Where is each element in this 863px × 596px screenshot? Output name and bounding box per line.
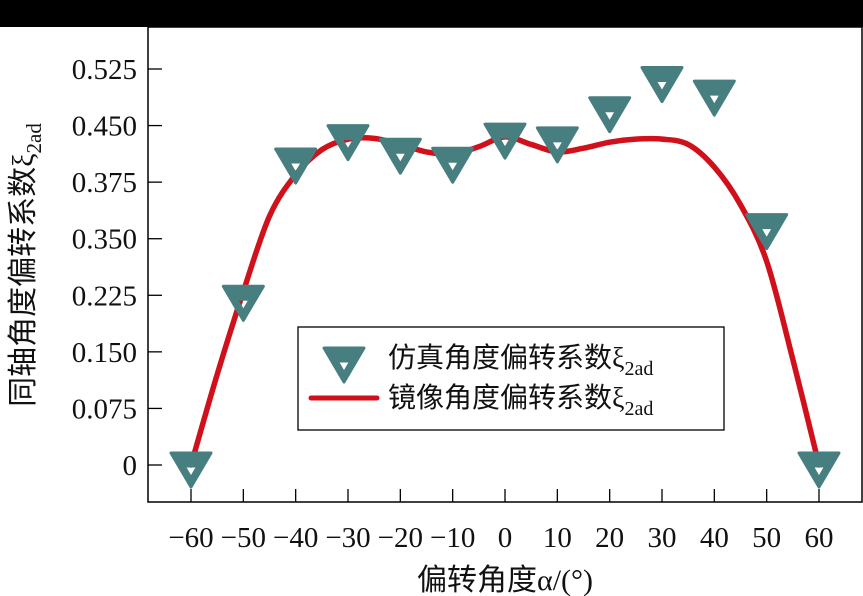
x-tick-label: −40 bbox=[273, 522, 318, 554]
legend-label-mirror: 镜像角度偏转系数ξ2ad bbox=[388, 382, 653, 420]
simulation-point-triangle-marker bbox=[326, 124, 370, 162]
y-axis-ticks: 0 0.075 0.150 0.225 0.350 0.375 0.450 0.525 bbox=[72, 54, 162, 482]
legend-label-simulation: 仿真角度偏转系数ξ2ad bbox=[388, 342, 653, 380]
simulation-point-triangle-marker bbox=[535, 126, 579, 164]
legend: 仿真角度偏转系数ξ2ad 镜像角度偏转系数ξ2ad bbox=[297, 326, 725, 431]
x-tick-label: 20 bbox=[595, 522, 624, 554]
y-tick-label: 0.525 bbox=[72, 54, 137, 86]
simulation-point-triangle-marker bbox=[640, 66, 684, 104]
x-tick-label: −20 bbox=[378, 522, 423, 554]
simulation-point-triangle-marker bbox=[483, 122, 527, 160]
plot-frame bbox=[147, 26, 863, 503]
x-tick-label: 10 bbox=[543, 522, 572, 554]
x-tick-label: −10 bbox=[430, 522, 475, 554]
simulation-point-triangle-marker bbox=[274, 147, 318, 185]
x-tick-label: 50 bbox=[752, 522, 781, 554]
simulation-point-triangle-marker bbox=[797, 451, 841, 489]
simulation-point-triangle-marker bbox=[745, 213, 789, 251]
y-tick-label: 0.150 bbox=[72, 337, 137, 369]
x-tick-label: 40 bbox=[700, 522, 729, 554]
x-axis-label: 偏转角度α/(°) bbox=[417, 564, 593, 596]
y-tick-label: 0.450 bbox=[72, 111, 137, 143]
simulation-point-triangle-marker bbox=[221, 284, 265, 322]
simulation-point-triangle-marker bbox=[378, 137, 422, 175]
y-tick-label: 0.350 bbox=[72, 224, 137, 256]
x-tick-label: −50 bbox=[221, 522, 266, 554]
simulation-point-triangle-marker bbox=[588, 96, 632, 134]
legend-box bbox=[297, 326, 725, 431]
y-tick-label: 0.375 bbox=[72, 167, 137, 199]
x-tick-label: 0 bbox=[498, 522, 513, 554]
top-black-bar bbox=[0, 0, 863, 27]
legend-triangle-marker-icon bbox=[322, 346, 366, 384]
x-tick-label: 30 bbox=[648, 522, 677, 554]
simulation-point-triangle-marker bbox=[169, 451, 213, 489]
y-tick-label: 0 bbox=[123, 450, 138, 482]
x-tick-label: −30 bbox=[325, 522, 370, 554]
x-axis-ticks: −60 −50 −40 −30 −20 −10 0 10 20 30 40 50 60 bbox=[168, 489, 834, 554]
x-tick-label: −60 bbox=[168, 522, 213, 554]
y-tick-label: 0.225 bbox=[72, 280, 137, 312]
y-axis-label: 同轴角度偏转系数ξ2ad bbox=[7, 123, 46, 407]
simulation-series bbox=[169, 66, 841, 489]
x-tick-label: 60 bbox=[805, 522, 834, 554]
y-tick-label: 0.075 bbox=[72, 393, 137, 425]
simulation-point-triangle-marker bbox=[692, 79, 736, 117]
simulation-point-triangle-marker bbox=[431, 146, 475, 184]
